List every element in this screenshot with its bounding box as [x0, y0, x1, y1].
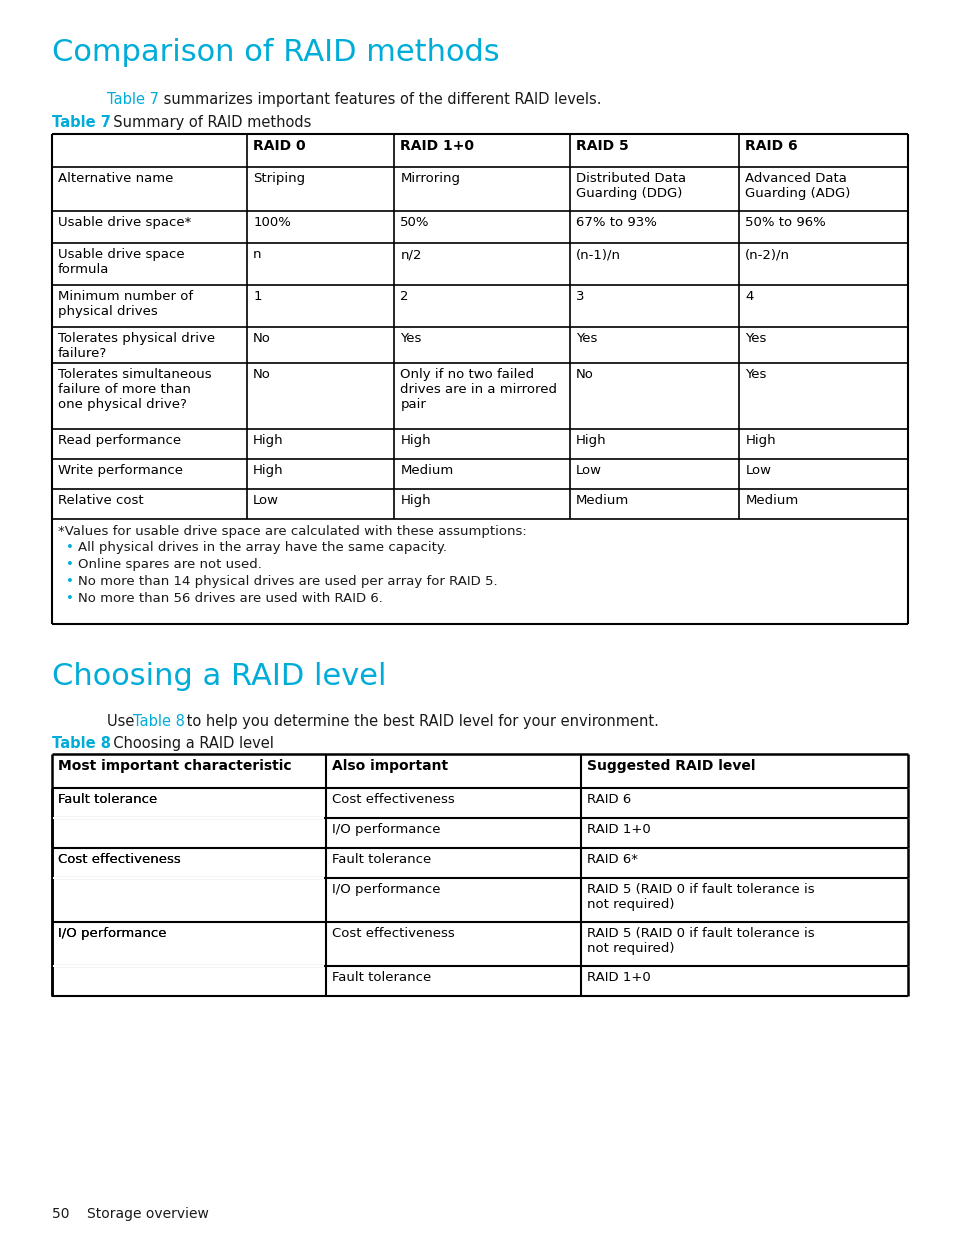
Text: RAID 6: RAID 6: [744, 140, 797, 153]
Text: Yes: Yes: [576, 332, 597, 345]
Text: RAID 0: RAID 0: [253, 140, 306, 153]
Text: n: n: [253, 248, 261, 261]
Text: High: High: [400, 433, 431, 447]
Text: Usable drive space
formula: Usable drive space formula: [58, 248, 185, 275]
Text: RAID 5 (RAID 0 if fault tolerance is
not required): RAID 5 (RAID 0 if fault tolerance is not…: [586, 883, 814, 911]
Text: Fault tolerance: Fault tolerance: [332, 971, 431, 984]
Text: Yes: Yes: [744, 332, 766, 345]
Text: Fault tolerance: Fault tolerance: [332, 853, 431, 866]
Text: Minimum number of
physical drives: Minimum number of physical drives: [58, 290, 193, 317]
Text: No: No: [253, 332, 271, 345]
Text: Choosing a RAID level: Choosing a RAID level: [104, 736, 274, 751]
Text: Fault tolerance: Fault tolerance: [58, 793, 157, 806]
Text: Table 8: Table 8: [52, 736, 111, 751]
Text: •: •: [66, 541, 73, 555]
Text: Cost effectiveness: Cost effectiveness: [332, 793, 455, 806]
Text: Table 7: Table 7: [52, 115, 111, 130]
Text: All physical drives in the array have the same capacity.: All physical drives in the array have th…: [78, 541, 447, 555]
Text: 3: 3: [576, 290, 584, 303]
Text: n/2: n/2: [400, 248, 421, 261]
Text: Fault tolerance: Fault tolerance: [58, 793, 157, 806]
Text: Yes: Yes: [400, 332, 421, 345]
Text: Distributed Data
Guarding (DDG): Distributed Data Guarding (DDG): [576, 172, 685, 200]
Text: No: No: [576, 368, 593, 382]
Text: Medium: Medium: [400, 464, 454, 477]
Text: 4: 4: [744, 290, 753, 303]
Text: •: •: [66, 576, 73, 588]
Text: I/O performance: I/O performance: [332, 883, 440, 897]
Text: 50    Storage overview: 50 Storage overview: [52, 1207, 209, 1221]
Text: Tolerates physical drive
failure?: Tolerates physical drive failure?: [58, 332, 214, 359]
Text: to help you determine the best RAID level for your environment.: to help you determine the best RAID leve…: [182, 714, 659, 729]
Text: (n-1)/n: (n-1)/n: [576, 248, 620, 261]
Text: Summary of RAID methods: Summary of RAID methods: [104, 115, 311, 130]
Text: No: No: [253, 368, 271, 382]
Text: High: High: [744, 433, 775, 447]
Text: Medium: Medium: [744, 494, 798, 508]
Text: Yes: Yes: [744, 368, 766, 382]
Text: No more than 14 physical drives are used per array for RAID 5.: No more than 14 physical drives are used…: [78, 576, 497, 588]
Text: Low: Low: [576, 464, 601, 477]
Text: (n-2)/n: (n-2)/n: [744, 248, 789, 261]
Text: Low: Low: [744, 464, 771, 477]
Text: RAID 1+0: RAID 1+0: [586, 823, 650, 836]
Text: Relative cost: Relative cost: [58, 494, 144, 508]
Bar: [53, 966, 324, 967]
Text: RAID 5 (RAID 0 if fault tolerance is
not required): RAID 5 (RAID 0 if fault tolerance is not…: [586, 927, 814, 955]
Text: RAID 1+0: RAID 1+0: [586, 971, 650, 984]
Text: summarizes important features of the different RAID levels.: summarizes important features of the dif…: [159, 91, 601, 107]
Text: Alternative name: Alternative name: [58, 172, 173, 185]
Text: Cost effectiveness: Cost effectiveness: [58, 853, 180, 866]
Text: Cost effectiveness: Cost effectiveness: [332, 927, 455, 940]
Text: Also important: Also important: [332, 760, 448, 773]
Text: Advanced Data
Guarding (ADG): Advanced Data Guarding (ADG): [744, 172, 850, 200]
Text: Use: Use: [107, 714, 139, 729]
Text: RAID 1+0: RAID 1+0: [400, 140, 474, 153]
Text: 67% to 93%: 67% to 93%: [576, 216, 656, 228]
Text: •: •: [66, 592, 73, 605]
Text: Table 8: Table 8: [132, 714, 185, 729]
Text: •: •: [66, 558, 73, 571]
Text: RAID 5: RAID 5: [576, 140, 628, 153]
Bar: [53, 818, 324, 819]
Text: Table 7: Table 7: [107, 91, 159, 107]
Text: High: High: [400, 494, 431, 508]
Text: High: High: [253, 433, 283, 447]
Text: High: High: [253, 464, 283, 477]
Text: *Values for usable drive space are calculated with these assumptions:: *Values for usable drive space are calcu…: [58, 525, 526, 538]
Text: Most important characteristic: Most important characteristic: [58, 760, 292, 773]
Text: Online spares are not used.: Online spares are not used.: [78, 558, 262, 571]
Text: 100%: 100%: [253, 216, 291, 228]
Text: No more than 56 drives are used with RAID 6.: No more than 56 drives are used with RAI…: [78, 592, 382, 605]
Text: Medium: Medium: [576, 494, 628, 508]
Text: 2: 2: [400, 290, 409, 303]
Text: Usable drive space*: Usable drive space*: [58, 216, 192, 228]
Text: Only if no two failed
drives are in a mirrored
pair: Only if no two failed drives are in a mi…: [400, 368, 557, 411]
Text: Cost effectiveness: Cost effectiveness: [58, 853, 180, 866]
Text: Striping: Striping: [253, 172, 305, 185]
Text: I/O performance: I/O performance: [58, 927, 167, 940]
Text: Write performance: Write performance: [58, 464, 183, 477]
Text: I/O performance: I/O performance: [58, 927, 167, 940]
Text: Tolerates simultaneous
failure of more than
one physical drive?: Tolerates simultaneous failure of more t…: [58, 368, 212, 411]
Text: RAID 6*: RAID 6*: [586, 853, 638, 866]
Text: Comparison of RAID methods: Comparison of RAID methods: [52, 38, 499, 67]
Text: 50% to 96%: 50% to 96%: [744, 216, 825, 228]
Text: Choosing a RAID level: Choosing a RAID level: [52, 662, 386, 692]
Text: Mirroring: Mirroring: [400, 172, 460, 185]
Bar: [53, 877, 324, 879]
Text: 50%: 50%: [400, 216, 430, 228]
Text: High: High: [576, 433, 606, 447]
Text: I/O performance: I/O performance: [332, 823, 440, 836]
Text: 1: 1: [253, 290, 261, 303]
Text: Read performance: Read performance: [58, 433, 181, 447]
Text: Low: Low: [253, 494, 279, 508]
Text: RAID 6: RAID 6: [586, 793, 631, 806]
Text: Suggested RAID level: Suggested RAID level: [586, 760, 755, 773]
